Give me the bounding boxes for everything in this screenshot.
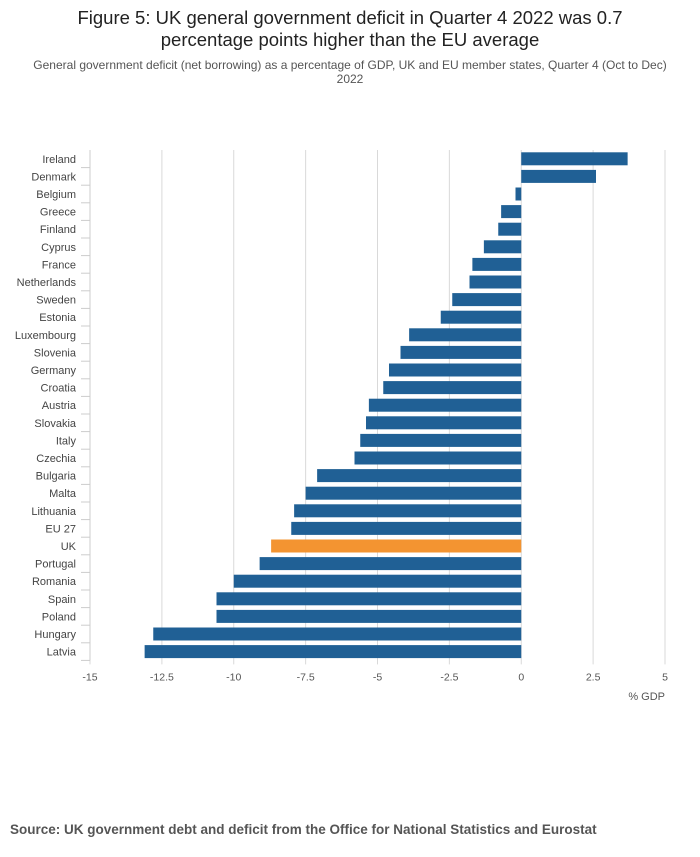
- bar-eu-27: [291, 521, 522, 535]
- category-label: France: [42, 259, 76, 271]
- x-tick-label: -7.5: [297, 671, 315, 683]
- category-label: Austria: [42, 400, 77, 412]
- bar-romania: [233, 574, 522, 588]
- x-axis-ticks: -15 -12.5 -10 -7.5 -5 -2.5 0 2.5 5: [82, 671, 668, 683]
- x-tick-label: -5: [373, 671, 382, 683]
- category-label: Ireland: [42, 154, 76, 166]
- bar-austria: [368, 398, 522, 412]
- bar-malta: [305, 486, 522, 500]
- category-label: Hungary: [34, 629, 76, 641]
- x-tick-label: 0: [518, 671, 524, 683]
- x-tick-label: 5: [662, 671, 668, 683]
- category-label: Portugal: [35, 559, 76, 571]
- bar-hungary: [153, 627, 522, 641]
- category-label: Finland: [40, 224, 76, 236]
- category-label: Greece: [40, 207, 76, 219]
- category-label: Slovakia: [34, 418, 76, 430]
- bar-uk: [271, 539, 522, 553]
- category-label: Cyprus: [41, 242, 76, 254]
- bar-belgium: [515, 187, 522, 201]
- x-axis-label: % GDP: [628, 691, 665, 703]
- category-label: EU 27: [45, 523, 76, 535]
- bar-chart: Ireland Denmark Belgium Greece Finland Cyprus…: [15, 150, 668, 703]
- category-label: Netherlands: [17, 277, 77, 289]
- category-label: Czechia: [36, 453, 77, 465]
- bar-netherlands: [469, 275, 522, 289]
- category-label: Sweden: [36, 295, 76, 307]
- bar-poland: [216, 609, 522, 623]
- bar-luxembourg: [409, 328, 522, 342]
- category-label: Croatia: [41, 383, 77, 395]
- category-label: Slovenia: [34, 347, 77, 359]
- category-label: Denmark: [31, 171, 76, 183]
- bar-bulgaria: [317, 469, 522, 483]
- category-label: Belgium: [36, 189, 76, 201]
- category-label: Romania: [32, 576, 77, 588]
- bar-ireland: [521, 152, 628, 166]
- bar-slovakia: [366, 416, 522, 430]
- category-labels: Ireland Denmark Belgium Greece Finland Cyprus…: [15, 154, 77, 659]
- bar-lithuania: [294, 504, 522, 518]
- category-label: Spain: [48, 594, 76, 606]
- category-label: Luxembourg: [15, 330, 76, 342]
- category-label: Bulgaria: [36, 471, 77, 483]
- bars: [144, 152, 628, 659]
- category-label: Poland: [42, 611, 76, 623]
- category-label: Italy: [56, 435, 77, 447]
- bar-germany: [389, 363, 522, 377]
- bar-cyprus: [483, 240, 522, 254]
- bar-portugal: [259, 557, 522, 571]
- bar-spain: [216, 592, 522, 606]
- x-tick-label: 2.5: [586, 671, 601, 683]
- bar-france: [472, 257, 522, 271]
- x-tick-label: -10: [226, 671, 241, 683]
- bar-denmark: [521, 169, 596, 183]
- bar-greece: [501, 205, 522, 219]
- category-label: UK: [61, 541, 77, 553]
- bar-slovenia: [400, 345, 522, 359]
- category-label: Malta: [49, 488, 77, 500]
- x-tick-label: -12.5: [150, 671, 174, 683]
- category-label: Latvia: [47, 647, 77, 659]
- bar-italy: [360, 433, 522, 447]
- bar-czechia: [354, 451, 522, 465]
- category-label: Lithuania: [31, 506, 77, 518]
- bar-latvia: [144, 645, 522, 659]
- chart-subtitle: General government deficit (net borrowin…: [33, 58, 667, 86]
- chart-title: Figure 5: UK general government deficit …: [77, 7, 623, 50]
- bar-croatia: [383, 381, 522, 395]
- bar-finland: [498, 222, 522, 236]
- category-label: Germany: [31, 365, 77, 377]
- source-note: Source: UK government debt and deficit f…: [10, 822, 597, 837]
- bar-sweden: [452, 293, 522, 307]
- category-label: Estonia: [39, 312, 77, 324]
- bar-estonia: [440, 310, 522, 324]
- x-tick-label: -15: [82, 671, 97, 683]
- x-tick-label: -2.5: [440, 671, 458, 683]
